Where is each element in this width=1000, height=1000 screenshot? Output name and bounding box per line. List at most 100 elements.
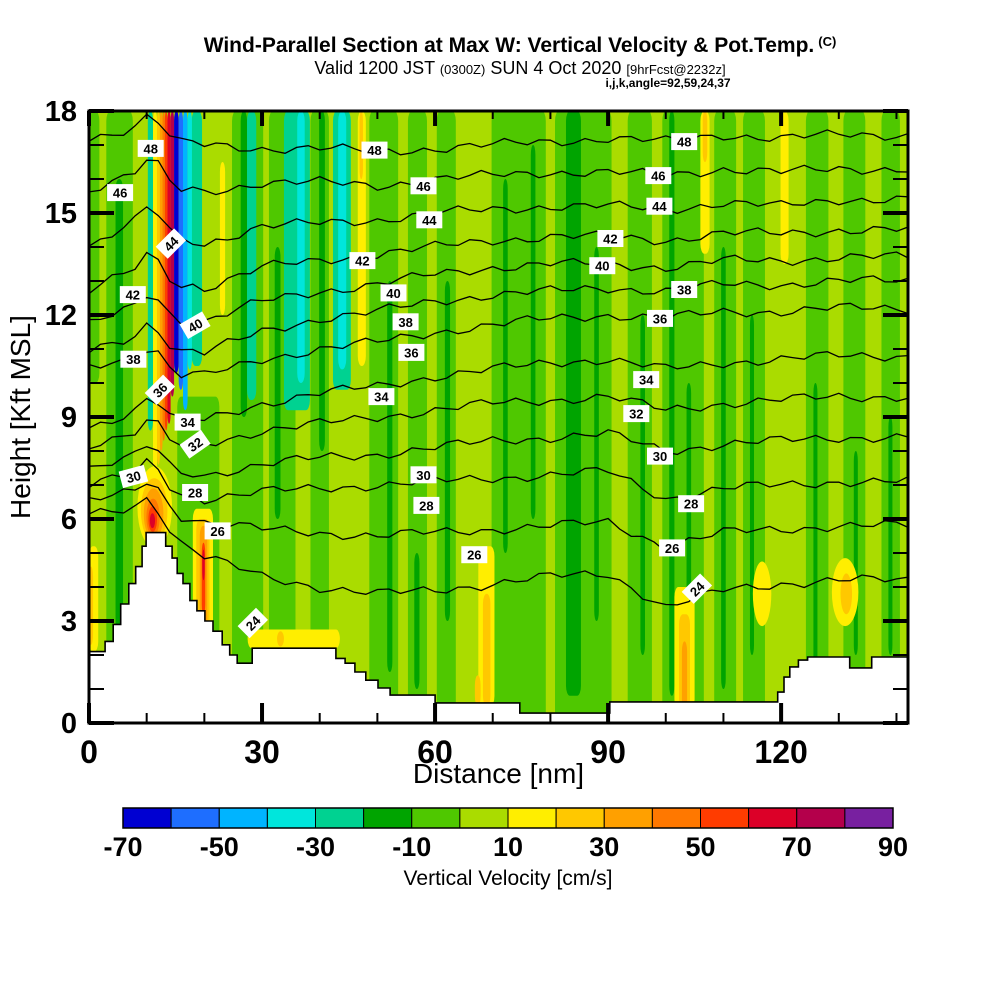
contour-label-box xyxy=(681,573,713,604)
velocity-fill-band xyxy=(153,111,158,492)
contour-label-text: 46 xyxy=(651,169,665,184)
contour-label-group: 28 xyxy=(413,496,440,514)
contour-label-group: 34 xyxy=(368,388,395,406)
contour-label-group: 26 xyxy=(204,522,231,540)
pot-temp-contour-34 xyxy=(89,351,908,429)
contour-label-group: 28 xyxy=(678,495,705,513)
contour-label-box xyxy=(623,405,650,423)
y-tick-label: 12 xyxy=(45,300,77,332)
contour-label-group: 38 xyxy=(392,313,419,331)
velocity-fill-band xyxy=(407,111,427,723)
grid-info-line: i,j,k,angle=92,59,24,37 xyxy=(605,76,731,90)
velocity-fill-band xyxy=(482,593,491,706)
contour-label-group: 48 xyxy=(671,133,698,151)
velocity-fill-band xyxy=(813,383,818,689)
contour-label-group: 36 xyxy=(144,374,176,406)
velocity-fill-band xyxy=(164,111,168,431)
contour-label-text: 28 xyxy=(419,498,433,513)
contour-label-text: 44 xyxy=(652,199,667,214)
colorbar-segment xyxy=(555,807,605,829)
title-text: Wind-Parallel Section at Max W: Vertical… xyxy=(203,34,815,57)
contour-label-box xyxy=(597,230,624,247)
velocity-fill-band xyxy=(247,629,340,649)
contour-label-group: 38 xyxy=(671,281,698,298)
subtitle-utc: (0300Z) xyxy=(439,62,486,77)
valid-time-subtitle: Valid 1200 JST (0300Z) SUN 4 Oct 2020 [9… xyxy=(314,58,725,79)
contour-label-group: 48 xyxy=(361,141,388,159)
velocity-fill-band xyxy=(721,247,726,689)
pot-temp-contour-48 xyxy=(89,113,908,156)
contour-label-text: 34 xyxy=(374,390,389,405)
subtitle-date: SUN 4 Oct 2020 xyxy=(485,58,627,78)
velocity-fill-band xyxy=(183,111,188,411)
colorbar-tick-label: 70 xyxy=(782,832,812,862)
contour-label-text: 46 xyxy=(113,186,127,201)
y-tick-label: 6 xyxy=(61,504,77,536)
colorbar-segment xyxy=(796,807,846,829)
contour-label-box xyxy=(349,252,376,270)
contour-label-box xyxy=(646,197,673,215)
y-tick-label: 15 xyxy=(45,198,77,230)
x-tick-label: 60 xyxy=(417,734,453,770)
colorbar-tick-label: 50 xyxy=(685,832,715,862)
velocity-fill-band xyxy=(555,111,612,723)
contour-label-box xyxy=(155,228,187,259)
velocity-fill-band xyxy=(444,281,451,621)
velocity-fill-band xyxy=(853,451,858,655)
velocity-fill-band xyxy=(277,631,284,647)
contour-label-text: 32 xyxy=(629,407,643,422)
velocity-fill-band xyxy=(338,111,347,370)
contour-label-group: 40 xyxy=(380,284,407,302)
colorbar-segment xyxy=(651,807,701,829)
contour-label-group: 42 xyxy=(597,230,624,247)
contour-label-group: 30 xyxy=(410,466,437,484)
contour-label-group: 36 xyxy=(647,309,673,327)
velocity-fill-band xyxy=(491,111,546,723)
x-tick-label: 30 xyxy=(244,734,280,770)
contour-label-group: 32 xyxy=(623,405,650,423)
contour-label-text: 40 xyxy=(595,259,609,274)
velocity-fill-band xyxy=(780,111,789,264)
contour-label-box xyxy=(107,184,134,202)
contour-label-text: 48 xyxy=(677,135,691,150)
contour-label-box xyxy=(120,350,147,368)
colorbar-segment xyxy=(748,807,798,829)
contour-label-box xyxy=(137,139,164,157)
pot-temp-contour-42 xyxy=(89,225,908,295)
velocity-fill-band xyxy=(115,179,124,638)
contour-label-text: 26 xyxy=(467,548,481,563)
contour-label-box xyxy=(645,167,672,185)
contour-label-box xyxy=(410,466,437,484)
contour-label-group: 46 xyxy=(645,167,672,185)
contour-label-group: 36 xyxy=(398,343,425,361)
velocity-fill-band xyxy=(530,145,536,519)
contour-label-box xyxy=(380,284,407,302)
colorbar-tick-label: -30 xyxy=(296,832,335,862)
colorbar-tick-label: -70 xyxy=(103,832,142,862)
velocity-fill-band xyxy=(283,111,310,411)
contour-label-box xyxy=(392,313,419,331)
contour-label-text: 30 xyxy=(125,468,143,486)
contour-label-box xyxy=(118,464,149,489)
contour-label-box xyxy=(461,546,488,564)
x-tick-label: 120 xyxy=(754,734,807,770)
pot-temp-contour-30 xyxy=(89,429,908,478)
colorbar-segment xyxy=(218,807,268,829)
contour-label-box xyxy=(182,484,209,501)
contour-label-text: 38 xyxy=(398,315,412,330)
contour-label-box xyxy=(398,343,425,361)
contour-label-box xyxy=(678,495,705,513)
pot-temp-contour-44 xyxy=(89,195,908,247)
x-tick-label: 0 xyxy=(80,734,98,770)
velocity-fill-band xyxy=(187,111,192,370)
contour-label-group: 46 xyxy=(107,184,134,202)
y-axis-title: Height [Kft MSL] xyxy=(5,315,36,519)
colorbar-segment xyxy=(122,807,172,829)
contour-label-box xyxy=(671,133,698,151)
contour-label-box xyxy=(204,522,231,540)
velocity-fill-band xyxy=(888,417,893,655)
contour-label-text: 38 xyxy=(126,352,140,367)
colorbar-tick-label: 10 xyxy=(493,832,523,862)
velocity-fill-band xyxy=(191,111,203,366)
